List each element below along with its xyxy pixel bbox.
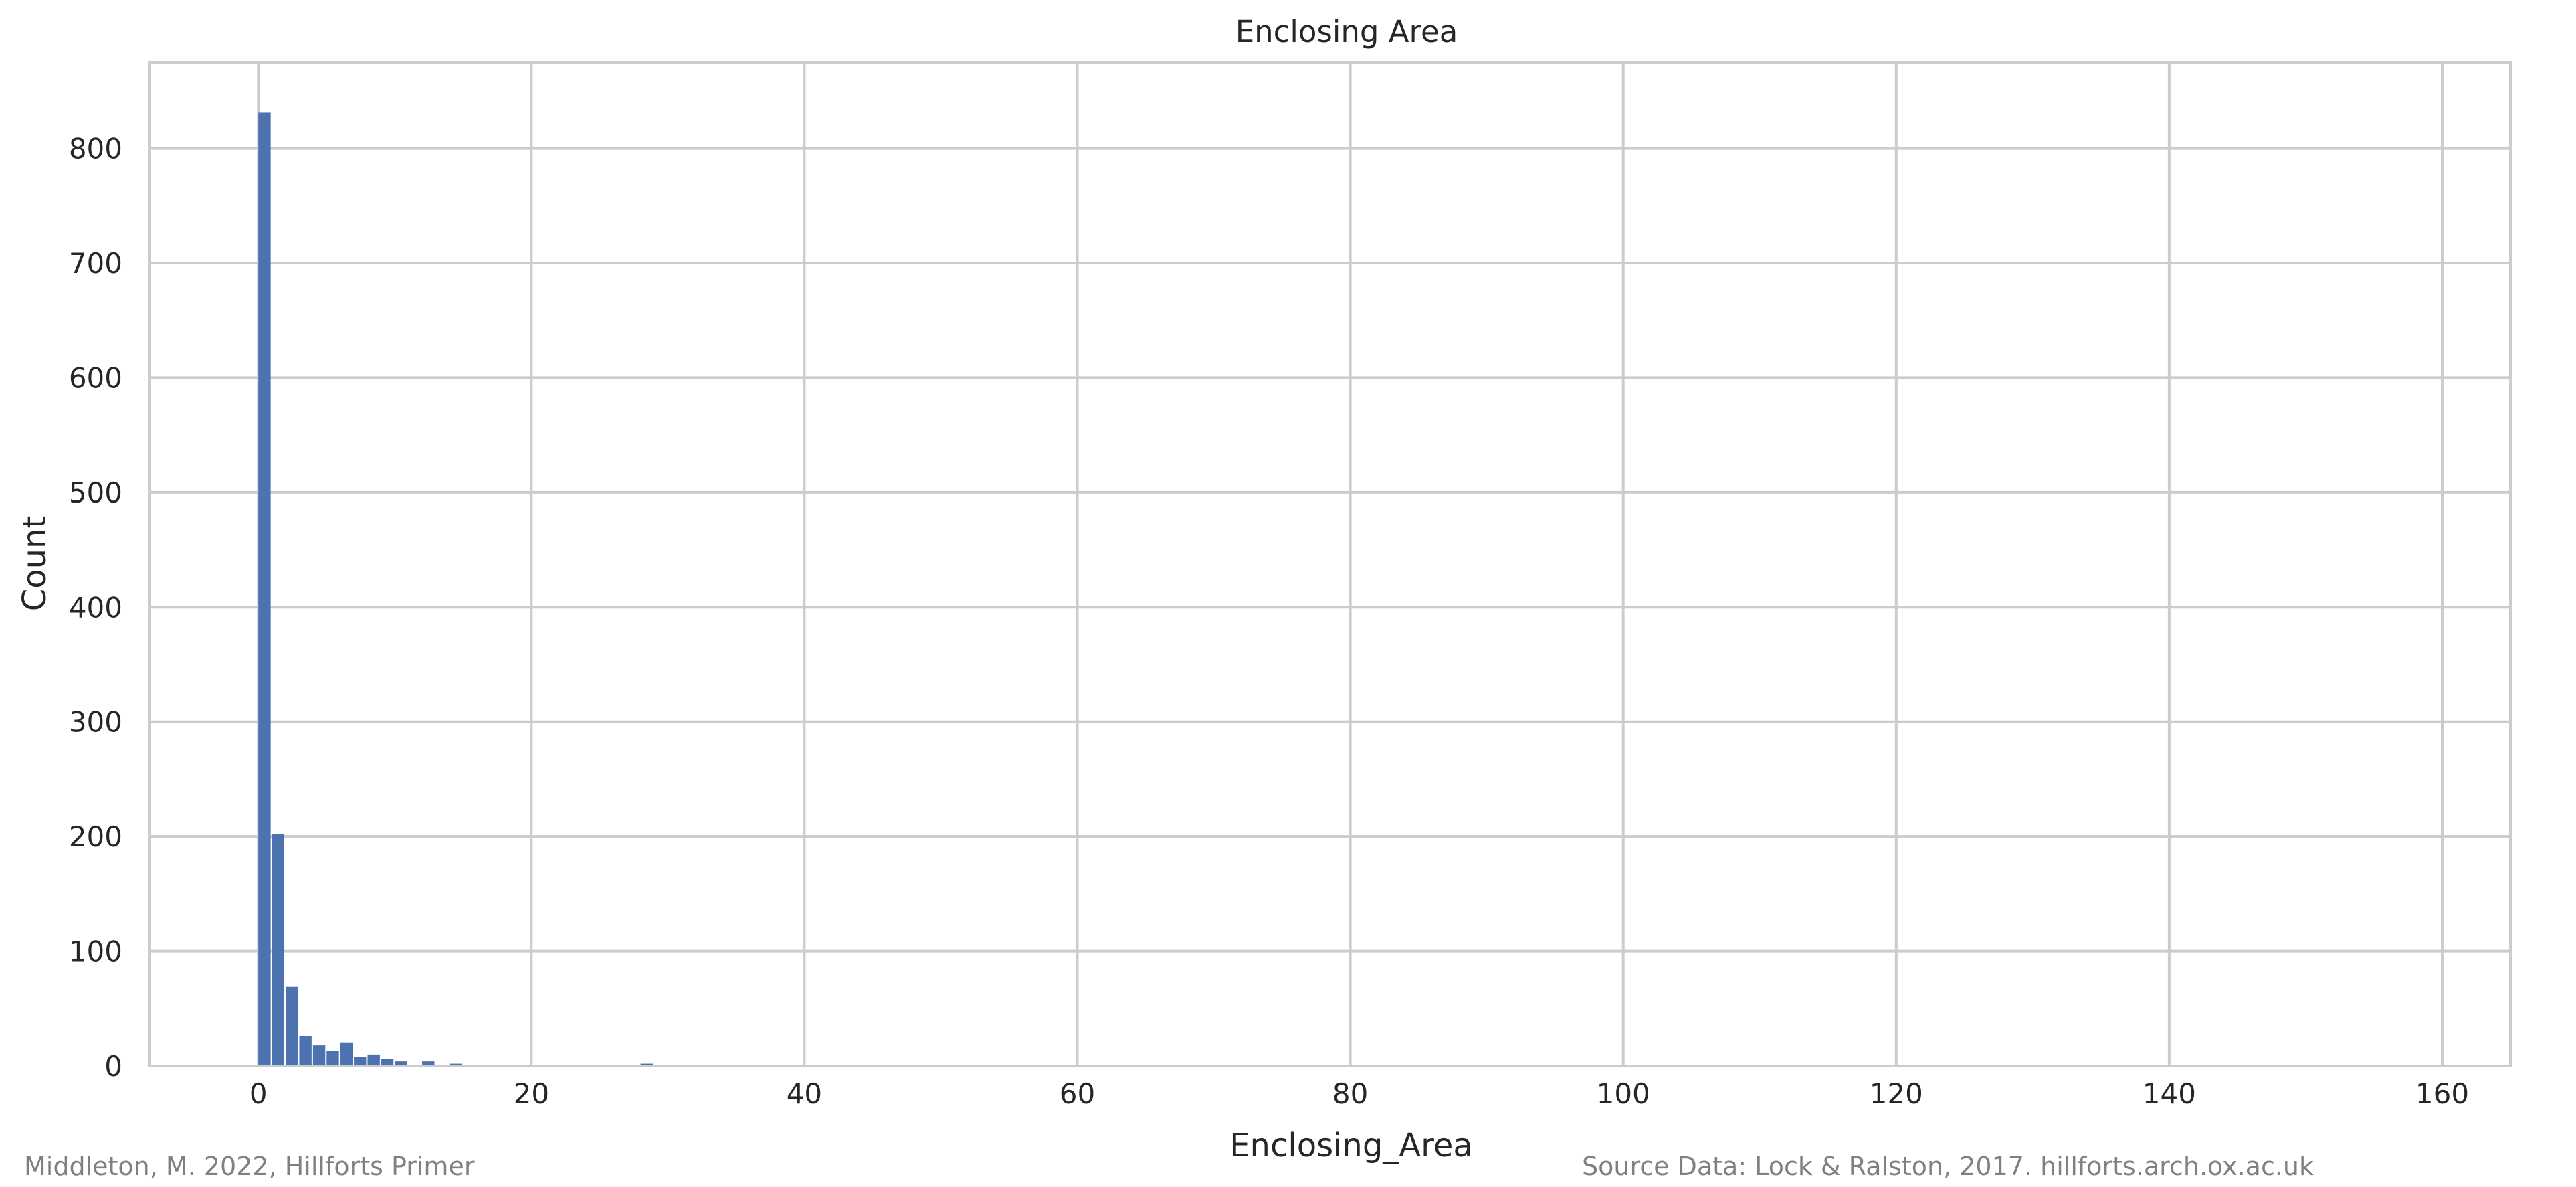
x-tick-label: 140	[2143, 1077, 2196, 1110]
histogram-bar	[312, 1045, 326, 1066]
y-tick-label: 800	[69, 132, 122, 165]
histogram-bar	[299, 1036, 312, 1066]
y-tick-label: 300	[69, 706, 122, 739]
histogram-bar	[422, 1061, 435, 1066]
histogram-bar	[354, 1057, 367, 1066]
y-tick-label: 600	[69, 361, 122, 394]
histogram-bar	[326, 1051, 339, 1066]
x-tick-label: 60	[1060, 1077, 1095, 1110]
x-tick-label: 120	[1870, 1077, 1923, 1110]
grid-lines	[149, 62, 2510, 1067]
y-tick-labels: 0 100 200 300 400 500 600 700 800	[69, 132, 122, 1083]
x-tick-label: 160	[2415, 1077, 2469, 1110]
x-tick-label: 80	[1332, 1077, 1368, 1110]
x-tick-label: 40	[787, 1077, 822, 1110]
y-tick-label: 500	[69, 476, 122, 509]
histogram-bar	[395, 1061, 407, 1066]
x-tick-label: 20	[514, 1077, 549, 1110]
y-tick-label: 700	[69, 247, 122, 280]
histogram-bars	[258, 112, 694, 1066]
histogram-bar	[367, 1054, 380, 1066]
y-axis-label: Count	[16, 516, 54, 612]
y-tick-label: 200	[69, 820, 122, 853]
histogram-bar	[272, 834, 285, 1066]
y-tick-label: 400	[69, 591, 122, 624]
x-tick-label: 100	[1597, 1077, 1650, 1110]
y-tick-label: 100	[69, 935, 122, 968]
y-tick-label: 0	[104, 1050, 122, 1083]
histogram-bar	[286, 986, 298, 1066]
x-axis-label: Enclosing_Area	[1229, 1127, 1473, 1164]
source-credit: Source Data: Lock & Ralston, 2017. hillf…	[1582, 1152, 2314, 1181]
x-tick-labels: 0 20 40 60 80 100 120 140 160	[250, 1077, 2469, 1110]
histogram-bar	[381, 1059, 394, 1066]
chart-title: Enclosing Area	[1235, 14, 1458, 50]
histogram-bar	[258, 112, 271, 1066]
author-credit: Middleton, M. 2022, Hillforts Primer	[24, 1152, 475, 1181]
x-tick-label: 0	[250, 1077, 268, 1110]
plot-frame	[148, 61, 2512, 1067]
histogram-bar	[340, 1042, 353, 1066]
